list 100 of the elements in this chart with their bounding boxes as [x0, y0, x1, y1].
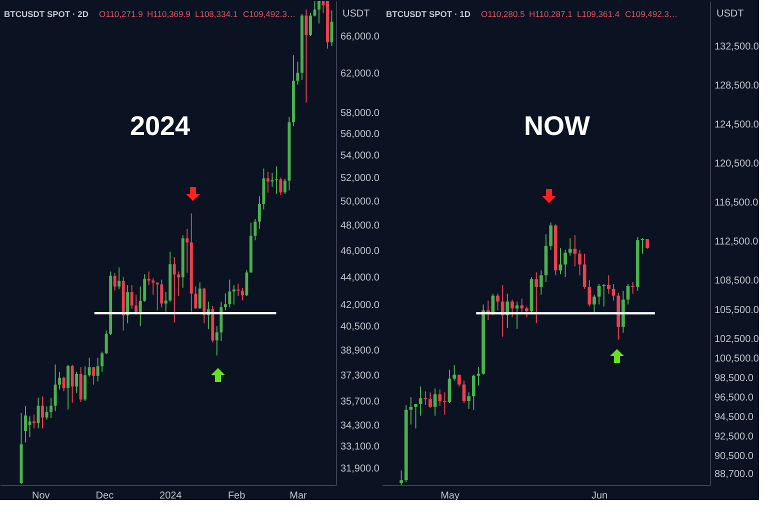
candlestick: [118, 267, 121, 290]
candlestick: [304, 9, 308, 104]
candlestick: [58, 371, 62, 390]
candlestick: [100, 351, 104, 372]
candlestick: [549, 222, 553, 250]
text: NOW: [524, 111, 591, 141]
y-tick-label: 94,500.0: [714, 412, 754, 424]
candlestick: [54, 364, 57, 412]
y-tick-label: 48,000.0: [340, 220, 380, 232]
annotation: H110,287.1: [529, 9, 573, 19]
candlestick: [96, 357, 100, 382]
candlestick: [452, 364, 456, 382]
candlestick: [113, 272, 116, 292]
candlestick: [254, 218, 257, 241]
candlestick: [631, 282, 635, 294]
candlestick: [270, 172, 274, 188]
y-tick-label: 108,500.0: [714, 276, 760, 287]
candlestick: [418, 386, 422, 416]
candlestick: [266, 171, 270, 194]
candlestick: [24, 406, 28, 443]
candlestick: [232, 284, 236, 306]
x-tick-label: Nov: [32, 490, 50, 502]
y-tick-label: 33,100.0: [340, 442, 380, 453]
candlestick: [539, 270, 543, 296]
candlestick: [318, 0, 320, 24]
candlestick: [400, 470, 403, 486]
text: BTCUSDT SPOT · 1D: [386, 9, 471, 19]
y-tick-label: 120,500.0: [714, 158, 760, 170]
candlestick: [602, 283, 606, 307]
y-tick-label: 90,500.0: [714, 451, 754, 462]
candlestick: [126, 284, 130, 324]
y-tick-label: 100,500.0: [714, 354, 760, 365]
x-tick-label: Dec: [96, 490, 114, 502]
candlestick: [92, 366, 96, 386]
candlestick: [172, 256, 176, 323]
candlestick: [428, 392, 432, 408]
candlestick: [228, 279, 232, 308]
x-tick-label: Jun: [591, 490, 608, 502]
candlestick: [607, 274, 610, 294]
y-tick-label: 105,500.0: [714, 304, 760, 316]
text: BTCUSDT SPOT · 2D: [4, 9, 89, 19]
candlestick: [88, 357, 91, 378]
y-tick-label: 42,000.0: [340, 300, 380, 312]
candlestick: [640, 238, 644, 254]
candlestick: [558, 247, 562, 275]
candlestick: [245, 270, 248, 297]
candlestick: [515, 301, 519, 330]
candlestick: [443, 392, 446, 416]
candlestick: [588, 280, 592, 307]
candlestick: [258, 196, 261, 230]
candlestick: [313, 0, 316, 17]
annotation: O110,280.5: [481, 9, 526, 19]
candlestick: [472, 374, 476, 410]
candlestick: [520, 298, 524, 313]
candlestick: [160, 279, 164, 308]
candlestick: [224, 292, 227, 311]
candlestick: [215, 326, 218, 356]
candlestick: [194, 286, 198, 310]
candlestick: [496, 293, 500, 311]
y-tick-label: 102,500.0: [714, 334, 760, 346]
candlestick: [467, 392, 471, 410]
candlestick: [525, 306, 528, 318]
x-tick-label: Feb: [228, 490, 246, 502]
candlestick: [457, 374, 461, 387]
y-tick-label: 52,000.0: [340, 173, 380, 184]
candlestick: [582, 253, 586, 290]
candlestick: [414, 404, 418, 429]
y-tick-label: 34,300.0: [340, 420, 380, 432]
x-tick-label: Mar: [290, 490, 308, 502]
candlestick: [646, 238, 649, 250]
annotation: L109,361.4: [577, 9, 620, 19]
y-tick-label: 92,500.0: [714, 432, 754, 443]
candlestick: [296, 61, 300, 86]
y-tick-label: 58,000.0: [340, 108, 380, 120]
candlestick: [240, 287, 244, 301]
y-tick-label: 56,000.0: [340, 129, 380, 140]
y-axis-title: USDT: [342, 8, 370, 20]
candlestick: [409, 396, 413, 425]
candlestick: [568, 238, 572, 256]
candlestick: [592, 294, 596, 313]
candlestick: [36, 397, 40, 429]
y-tick-label: 35,700.0: [340, 396, 380, 408]
candlestick: [198, 282, 202, 310]
y-tick-label: 128,500.0: [714, 80, 760, 92]
candlestick: [156, 282, 159, 311]
y-tick-label: 38,900.0: [340, 346, 380, 357]
y-tick-label: 31,900.0: [340, 463, 380, 474]
candlestick: [283, 178, 286, 194]
x-tick-label: 2024: [160, 490, 182, 502]
candlestick: [279, 177, 282, 196]
annotation: O110,271.9: [99, 9, 144, 19]
candlestick: [578, 249, 582, 276]
y-tick-label: 66,000.0: [340, 31, 380, 42]
y-tick-label: 112,500.0: [714, 236, 759, 248]
y-tick-label: 40,500.0: [340, 322, 380, 333]
annotation: C109,492.3…: [625, 9, 678, 19]
y-tick-label: 132,500.0: [714, 41, 760, 52]
y-tick-label: 124,500.0: [714, 119, 760, 130]
candlestick: [152, 278, 155, 296]
candlestick: [424, 390, 428, 406]
